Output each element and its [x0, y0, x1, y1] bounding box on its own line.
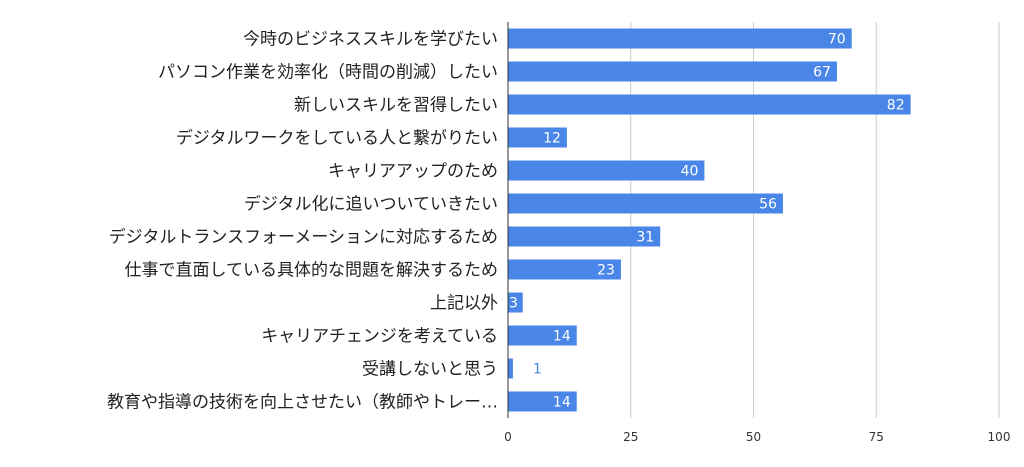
category-label: デジタルワークをしている人と繋がりたい	[176, 128, 498, 149]
bar	[508, 325, 577, 346]
x-tick-label: 25	[623, 430, 638, 444]
bar	[508, 358, 513, 379]
category-label: デジタル化に追いついていきたい	[244, 194, 498, 215]
value-label: 23	[597, 263, 615, 279]
x-tick-labels: 0 25 50 75 100	[504, 430, 1010, 444]
category-label: パソコン作業を効率化（時間の削減）したい	[158, 63, 498, 83]
category-label: 新しいスキルを習得したい	[294, 96, 498, 116]
bar	[508, 61, 837, 82]
category-label: キャリアアップのため	[328, 162, 498, 182]
category-labels: 今時のビジネススキルを学びたいパソコン作業を効率化（時間の削減）したい新しいスキ…	[107, 30, 498, 413]
value-label: 82	[887, 98, 905, 114]
value-label: 3	[509, 296, 518, 312]
grid-lines	[630, 22, 1000, 418]
category-label: 受講しないと思う	[362, 360, 498, 380]
value-label: 67	[813, 65, 831, 81]
bar	[508, 292, 523, 313]
bar	[508, 391, 577, 412]
category-label: 上記以外	[430, 294, 498, 314]
value-label: 14	[553, 329, 571, 345]
value-label: 31	[636, 230, 654, 246]
category-label: 仕事で直面している具体的な問題を解決するため	[125, 261, 499, 281]
category-label: デジタルトランスフォーメーションに対応するため	[109, 227, 498, 248]
bar	[508, 259, 621, 280]
bars	[508, 28, 911, 412]
bar	[508, 193, 783, 214]
bar	[508, 226, 661, 247]
category-label: キャリアチェンジを考えている	[261, 327, 498, 347]
bar	[508, 28, 852, 49]
bar	[508, 127, 567, 148]
bar	[508, 160, 705, 181]
value-label: 14	[553, 395, 571, 411]
x-tick-label: 100	[988, 430, 1011, 444]
x-tick-label: 50	[746, 430, 761, 444]
category-label: 今時のビジネススキルを学びたい	[243, 30, 498, 50]
value-label: 1	[533, 362, 542, 378]
value-label: 70	[828, 32, 846, 48]
value-label: 56	[759, 197, 777, 213]
value-label: 40	[681, 164, 699, 180]
x-tick-label: 75	[869, 430, 884, 444]
x-tick-label: 0	[504, 430, 512, 444]
value-labels: 70 67 82 12 40 56 31 23 3 14 1 14	[509, 32, 905, 411]
bar	[508, 94, 911, 115]
category-label: 教育や指導の技術を向上させたい（教師やトレー…	[107, 393, 498, 413]
value-label: 12	[543, 131, 561, 147]
